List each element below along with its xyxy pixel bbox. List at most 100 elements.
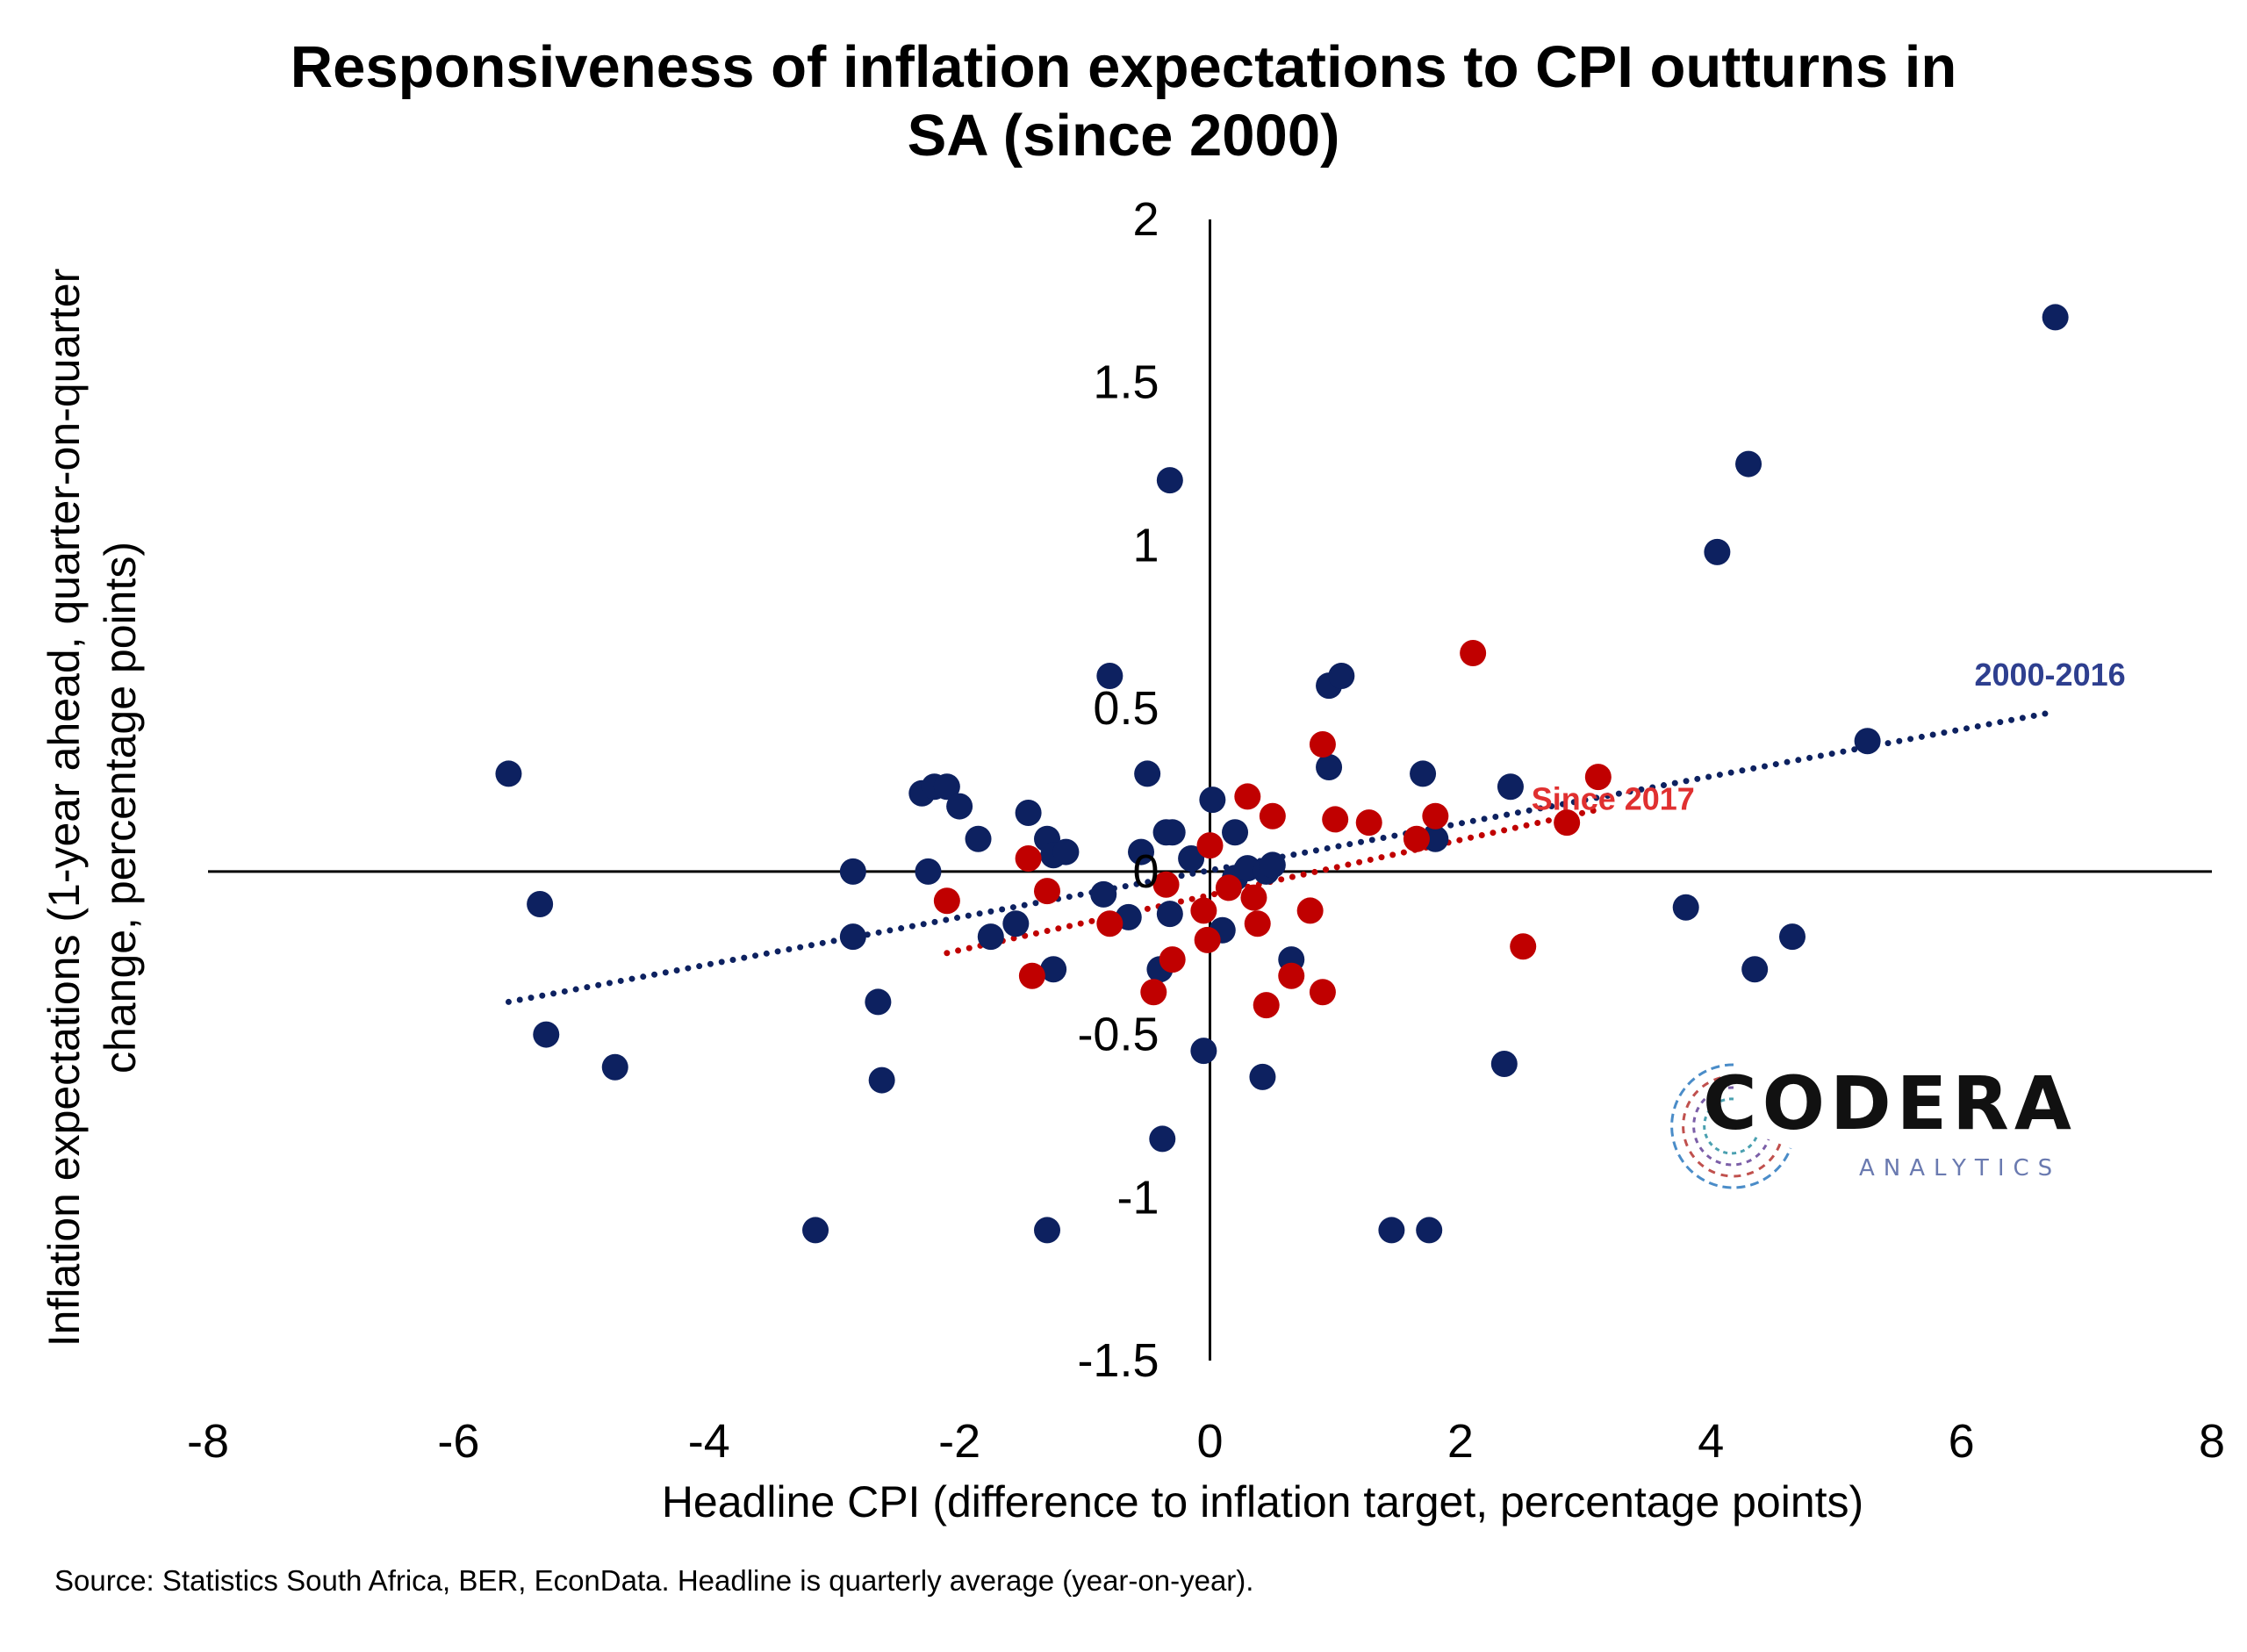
point-2000-2016 <box>1316 754 1343 780</box>
point-2000-2016 <box>1090 880 1117 908</box>
trendline-label: 2000-2016 <box>1974 657 2125 693</box>
x-tick-label: 4 <box>1698 1415 1724 1468</box>
point-2000-2016 <box>839 923 866 951</box>
point-since-2017 <box>1278 962 1305 989</box>
x-tick-label: -6 <box>437 1415 479 1468</box>
point-2000-2016 <box>946 793 973 820</box>
point-2000-2016 <box>1490 1051 1518 1077</box>
point-2000-2016 <box>1778 923 1805 951</box>
point-2000-2016 <box>1410 760 1437 787</box>
point-since-2017 <box>1240 884 1267 911</box>
trendline-label: Since 2017 <box>1532 780 1695 816</box>
point-2000-2016 <box>865 988 892 1016</box>
point-2000-2016 <box>1497 773 1524 801</box>
point-since-2017 <box>1196 832 1224 859</box>
point-since-2017 <box>1309 731 1336 758</box>
y-tick-label: 0.5 <box>1093 682 1159 735</box>
point-since-2017 <box>1554 809 1581 837</box>
point-2000-2016 <box>977 923 1004 951</box>
x-tick-label: -2 <box>938 1415 980 1468</box>
point-2000-2016 <box>2042 304 2069 331</box>
point-since-2017 <box>1355 809 1382 837</box>
y-axis-title-line: Inflation expectations (1-year ahead, qu… <box>39 269 89 1347</box>
y-tick-label: 2 <box>1132 193 1159 246</box>
point-2000-2016 <box>1034 1217 1061 1244</box>
x-tick-label: -8 <box>187 1415 229 1468</box>
y-tick-label: 0 <box>1132 845 1159 898</box>
x-axis-title: Headline CPI (difference to inflation ta… <box>662 1477 1863 1526</box>
y-tick-label: -1.5 <box>1077 1334 1159 1387</box>
y-axis-title: Inflation expectations (1-year ahead, qu… <box>39 269 145 1347</box>
y-axis-title-line: change, percentage points) <box>96 542 145 1074</box>
x-tick-label: 8 <box>2199 1415 2225 1468</box>
axis-labels: -8 -6 -4 -2 0 2 4 6 8 2 1.5 1 0.5 0 -0.5 -1 -1.5 Headline… <box>39 193 2225 1526</box>
x-tick-label: -4 <box>688 1415 730 1468</box>
chart-title-line-2: SA (since 2000) <box>907 103 1340 169</box>
point-2000-2016 <box>1259 851 1286 879</box>
point-since-2017 <box>1034 878 1061 905</box>
point-2000-2016 <box>533 1021 560 1048</box>
point-2000-2016 <box>1328 663 1355 689</box>
logo-wordmark: CODERA <box>1703 1060 2077 1146</box>
x-tick-label: 2 <box>1447 1415 1474 1468</box>
point-2000-2016 <box>1735 450 1762 478</box>
point-2000-2016 <box>839 858 866 885</box>
x-tick-label: 0 <box>1196 1415 1223 1468</box>
point-2000-2016 <box>868 1067 895 1094</box>
point-2000-2016 <box>802 1217 829 1244</box>
point-since-2017 <box>1309 979 1336 1006</box>
point-2000-2016 <box>1422 825 1449 852</box>
y-tick-label: 1.5 <box>1093 356 1159 409</box>
point-since-2017 <box>1422 802 1449 830</box>
point-2000-2016 <box>1416 1217 1443 1244</box>
point-since-2017 <box>1584 764 1612 791</box>
point-2000-2016 <box>1159 819 1186 846</box>
point-2000-2016 <box>601 1053 628 1081</box>
point-2000-2016 <box>965 825 992 852</box>
point-2000-2016 <box>1199 786 1226 814</box>
point-since-2017 <box>1190 897 1217 924</box>
point-since-2017 <box>1322 806 1349 833</box>
point-2000-2016 <box>1704 538 1731 565</box>
point-2000-2016 <box>1854 728 1881 755</box>
point-since-2017 <box>1244 910 1271 937</box>
point-since-2017 <box>1403 825 1430 852</box>
point-since-2017 <box>1152 871 1180 898</box>
point-2000-2016 <box>1741 956 1769 983</box>
point-2000-2016 <box>1156 467 1183 494</box>
logo-mark-icon <box>1670 1063 1792 1189</box>
point-2000-2016 <box>1190 1038 1217 1065</box>
y-tick-label: -0.5 <box>1077 1009 1159 1061</box>
point-since-2017 <box>1253 992 1280 1019</box>
point-2000-2016 <box>1149 1125 1176 1153</box>
point-2000-2016 <box>1222 819 1249 846</box>
point-2000-2016 <box>1015 800 1042 826</box>
point-since-2017 <box>933 887 960 915</box>
chart-title-line-1: Responsiveness of inflation expectations… <box>290 34 1957 100</box>
point-2000-2016 <box>1134 760 1161 787</box>
point-2000-2016 <box>1002 910 1030 937</box>
point-since-2017 <box>1215 874 1242 901</box>
point-2000-2016 <box>1249 1063 1276 1090</box>
source-note: Source: Statistics South Africa, BER, Ec… <box>54 1564 1254 1597</box>
point-since-2017 <box>1296 897 1324 924</box>
point-since-2017 <box>1159 946 1186 973</box>
x-tick-label: 6 <box>1949 1415 1975 1468</box>
data-points <box>495 304 2069 1244</box>
point-2000-2016 <box>933 773 960 801</box>
point-2000-2016 <box>1156 901 1183 928</box>
point-2000-2016 <box>495 760 522 787</box>
point-since-2017 <box>1510 933 1537 960</box>
point-2000-2016 <box>1128 838 1155 866</box>
point-since-2017 <box>1234 783 1261 810</box>
point-since-2017 <box>1194 926 1221 953</box>
point-2000-2016 <box>527 891 554 917</box>
logo-subtitle: ANALYTICS <box>1859 1155 2062 1182</box>
chart-title: Responsiveness of inflation expectations… <box>0 33 2247 170</box>
y-tick-label: 1 <box>1132 519 1159 571</box>
point-2000-2016 <box>1040 956 1067 983</box>
point-2000-2016 <box>915 858 942 885</box>
codera-logo: CODERA ANALYTICS <box>1668 1060 2089 1192</box>
point-since-2017 <box>1140 979 1167 1006</box>
